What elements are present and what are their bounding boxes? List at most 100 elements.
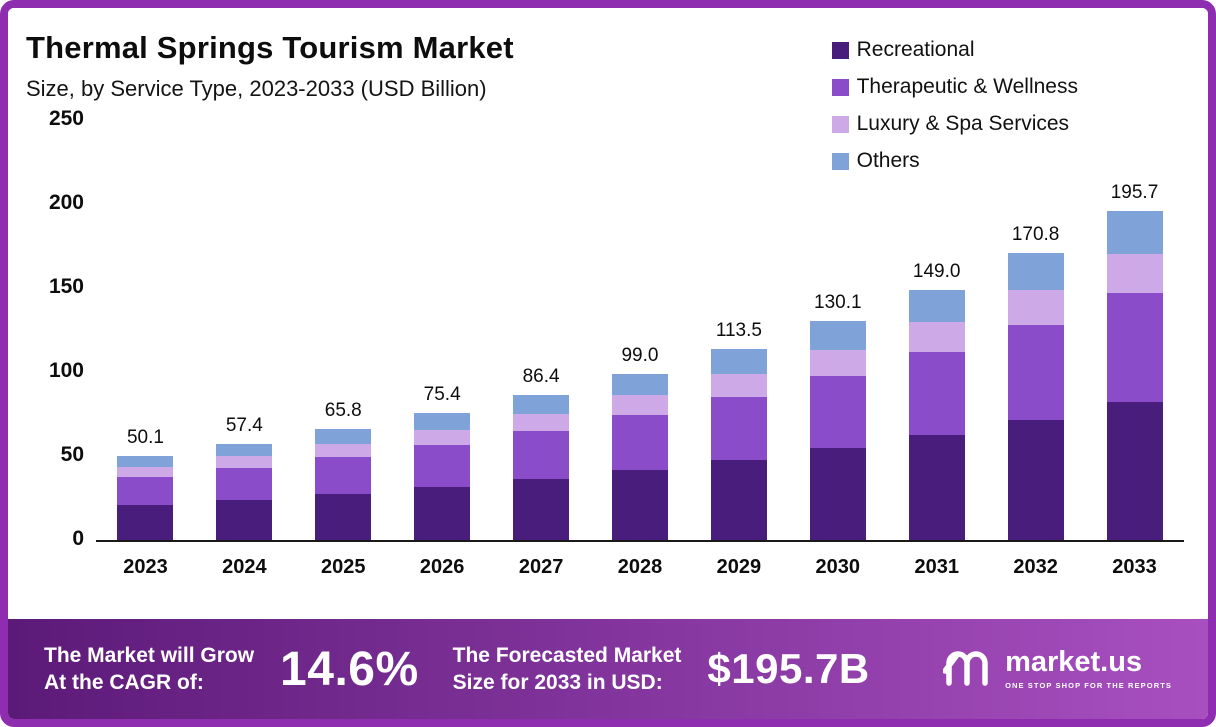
bar-segment-recreational xyxy=(216,499,273,540)
x-tick-label: 2033 xyxy=(1112,556,1157,578)
cagr-label-line1: The Market will Grow xyxy=(44,643,255,667)
bar-segment-others xyxy=(414,413,471,430)
forecast-label: The Forecasted Market Size for 2033 in U… xyxy=(453,642,682,697)
bar-segment-others xyxy=(710,349,767,375)
bar-segment-recreational xyxy=(809,448,866,540)
bar-segment-therapeutic-wellness xyxy=(1106,293,1163,402)
x-tick-label: 2024 xyxy=(222,556,267,578)
legend-label: Therapeutic & Wellness xyxy=(856,75,1078,98)
brand-name: market.us xyxy=(1005,646,1143,678)
bar-total-label: 195.7 xyxy=(1110,182,1159,204)
bar-total-label: 149.0 xyxy=(912,260,961,282)
bar-total-label: 50.1 xyxy=(126,426,164,448)
bar-segment-luxury-spa-services xyxy=(216,456,273,468)
bar-segment-recreational xyxy=(611,470,668,540)
brand-text: market.us ONE STOP SHOP FOR THE REPORTS xyxy=(1005,646,1172,691)
bar-segment-others xyxy=(1106,211,1163,254)
legend-swatch xyxy=(831,78,849,96)
bar-column: 86.4 xyxy=(492,120,591,540)
bar-segment-others xyxy=(315,429,372,444)
bar-segment-luxury-spa-services xyxy=(1106,253,1163,294)
bar-segment-therapeutic-wellness xyxy=(414,444,471,487)
bar-segment-others xyxy=(809,321,866,351)
plot-area: 50.1 57.4 65.8 75.4 86.4 99.0 113.5 130.1 149.0 1… xyxy=(96,120,1184,542)
bar-segment-therapeutic-wellness xyxy=(1007,324,1064,420)
bar-segment-therapeutic-wellness xyxy=(809,376,866,449)
bar-stack xyxy=(809,321,866,540)
bar-segment-luxury-spa-services xyxy=(315,443,372,458)
marketus-logo-icon xyxy=(942,647,995,692)
plot-column: 50.1 57.4 65.8 75.4 86.4 99.0 113.5 130.1 149.0 1… xyxy=(96,120,1184,579)
bar-stack xyxy=(1007,253,1064,540)
forecast-label-line2: Size for 2033 in USD: xyxy=(452,671,663,694)
bar-stack xyxy=(117,455,174,540)
bar-segment-recreational xyxy=(1007,419,1064,540)
chart-section: Thermal Springs Tourism Market Size, by … xyxy=(8,8,1208,619)
y-tick-label: 50 xyxy=(60,443,84,466)
x-tick-label: 2028 xyxy=(617,556,663,578)
y-tick-label: 100 xyxy=(48,359,84,382)
bar-segment-others xyxy=(117,455,174,467)
legend-label: Others xyxy=(856,149,920,172)
bar-segment-therapeutic-wellness xyxy=(513,431,570,480)
forecast-value: $195.7B xyxy=(707,645,870,692)
bar-segment-others xyxy=(611,373,668,396)
bar-column: 170.8 xyxy=(986,120,1085,540)
bar-column: 195.7 xyxy=(1085,120,1184,540)
bar-segment-therapeutic-wellness xyxy=(117,477,174,505)
x-tick-label: 2030 xyxy=(815,556,861,578)
bar-column: 65.8 xyxy=(294,120,393,540)
chart-subtitle: Size, by Service Type, 2023-2033 (USD Bi… xyxy=(26,76,487,101)
legend-swatch xyxy=(831,41,849,59)
x-tick-label: 2031 xyxy=(914,556,959,578)
y-tick-label: 200 xyxy=(48,191,84,214)
legend-item: Others xyxy=(831,149,1078,173)
x-tick-label: 2029 xyxy=(716,556,762,578)
bar-segment-luxury-spa-services xyxy=(1007,290,1064,325)
y-tick-label: 0 xyxy=(72,527,84,550)
x-tick-label: 2023 xyxy=(123,556,168,578)
bar-segment-therapeutic-wellness xyxy=(908,352,965,435)
bar-stack xyxy=(1106,211,1163,540)
cagr-label-line2: At the CAGR of: xyxy=(44,671,204,694)
bar-total-label: 130.1 xyxy=(814,292,862,314)
brand-tagline: ONE STOP SHOP FOR THE REPORTS xyxy=(1005,681,1172,690)
legend-swatch xyxy=(831,152,849,170)
x-tick-label: 2025 xyxy=(321,556,366,578)
bar-column: 99.0 xyxy=(591,120,690,540)
legend-label: Luxury & Spa Services xyxy=(856,112,1070,135)
bar-column: 50.1 xyxy=(96,120,195,540)
bar-column: 149.0 xyxy=(887,120,986,540)
bar-segment-recreational xyxy=(414,486,471,540)
x-tick-label: 2027 xyxy=(518,556,564,578)
bar-stack xyxy=(513,394,570,540)
bar-segment-recreational xyxy=(908,434,965,540)
legend-item: Recreational xyxy=(831,38,1078,62)
bar-segment-luxury-spa-services xyxy=(809,350,866,377)
bar-column: 75.4 xyxy=(393,120,492,540)
bar-segment-recreational xyxy=(117,504,174,540)
y-axis: 0 50 100 150 200 250 xyxy=(34,107,96,550)
bar-segment-therapeutic-wellness xyxy=(611,415,668,471)
cagr-value: 14.6% xyxy=(280,642,419,696)
cagr-label: The Market will Grow At the CAGR of: xyxy=(44,642,254,697)
bar-segment-others xyxy=(1007,253,1064,291)
brand-block: market.us ONE STOP SHOP FOR THE REPORTS xyxy=(942,646,1172,692)
bar-stack xyxy=(710,349,767,540)
bar-segment-recreational xyxy=(513,479,570,540)
bar-total-label: 65.8 xyxy=(324,400,362,422)
forecast-label-line1: The Forecasted Market xyxy=(452,643,682,667)
bar-total-label: 170.8 xyxy=(1011,224,1060,246)
bar-column: 113.5 xyxy=(689,120,788,540)
legend-swatch xyxy=(831,115,849,133)
bar-stack xyxy=(611,373,668,540)
bar-column: 57.4 xyxy=(195,120,294,540)
legend-label: Recreational xyxy=(856,38,975,61)
legend-item: Luxury & Spa Services xyxy=(831,112,1078,136)
x-axis: 2023 2024 2025 2026 2027 2028 2029 2030 2031 2032… xyxy=(96,556,1184,579)
legend-item: Therapeutic & Wellness xyxy=(831,75,1078,99)
bar-segment-others xyxy=(216,443,273,457)
bar-segment-therapeutic-wellness xyxy=(216,467,273,500)
footer-banner: The Market will Grow At the CAGR of: 14.… xyxy=(8,619,1208,719)
